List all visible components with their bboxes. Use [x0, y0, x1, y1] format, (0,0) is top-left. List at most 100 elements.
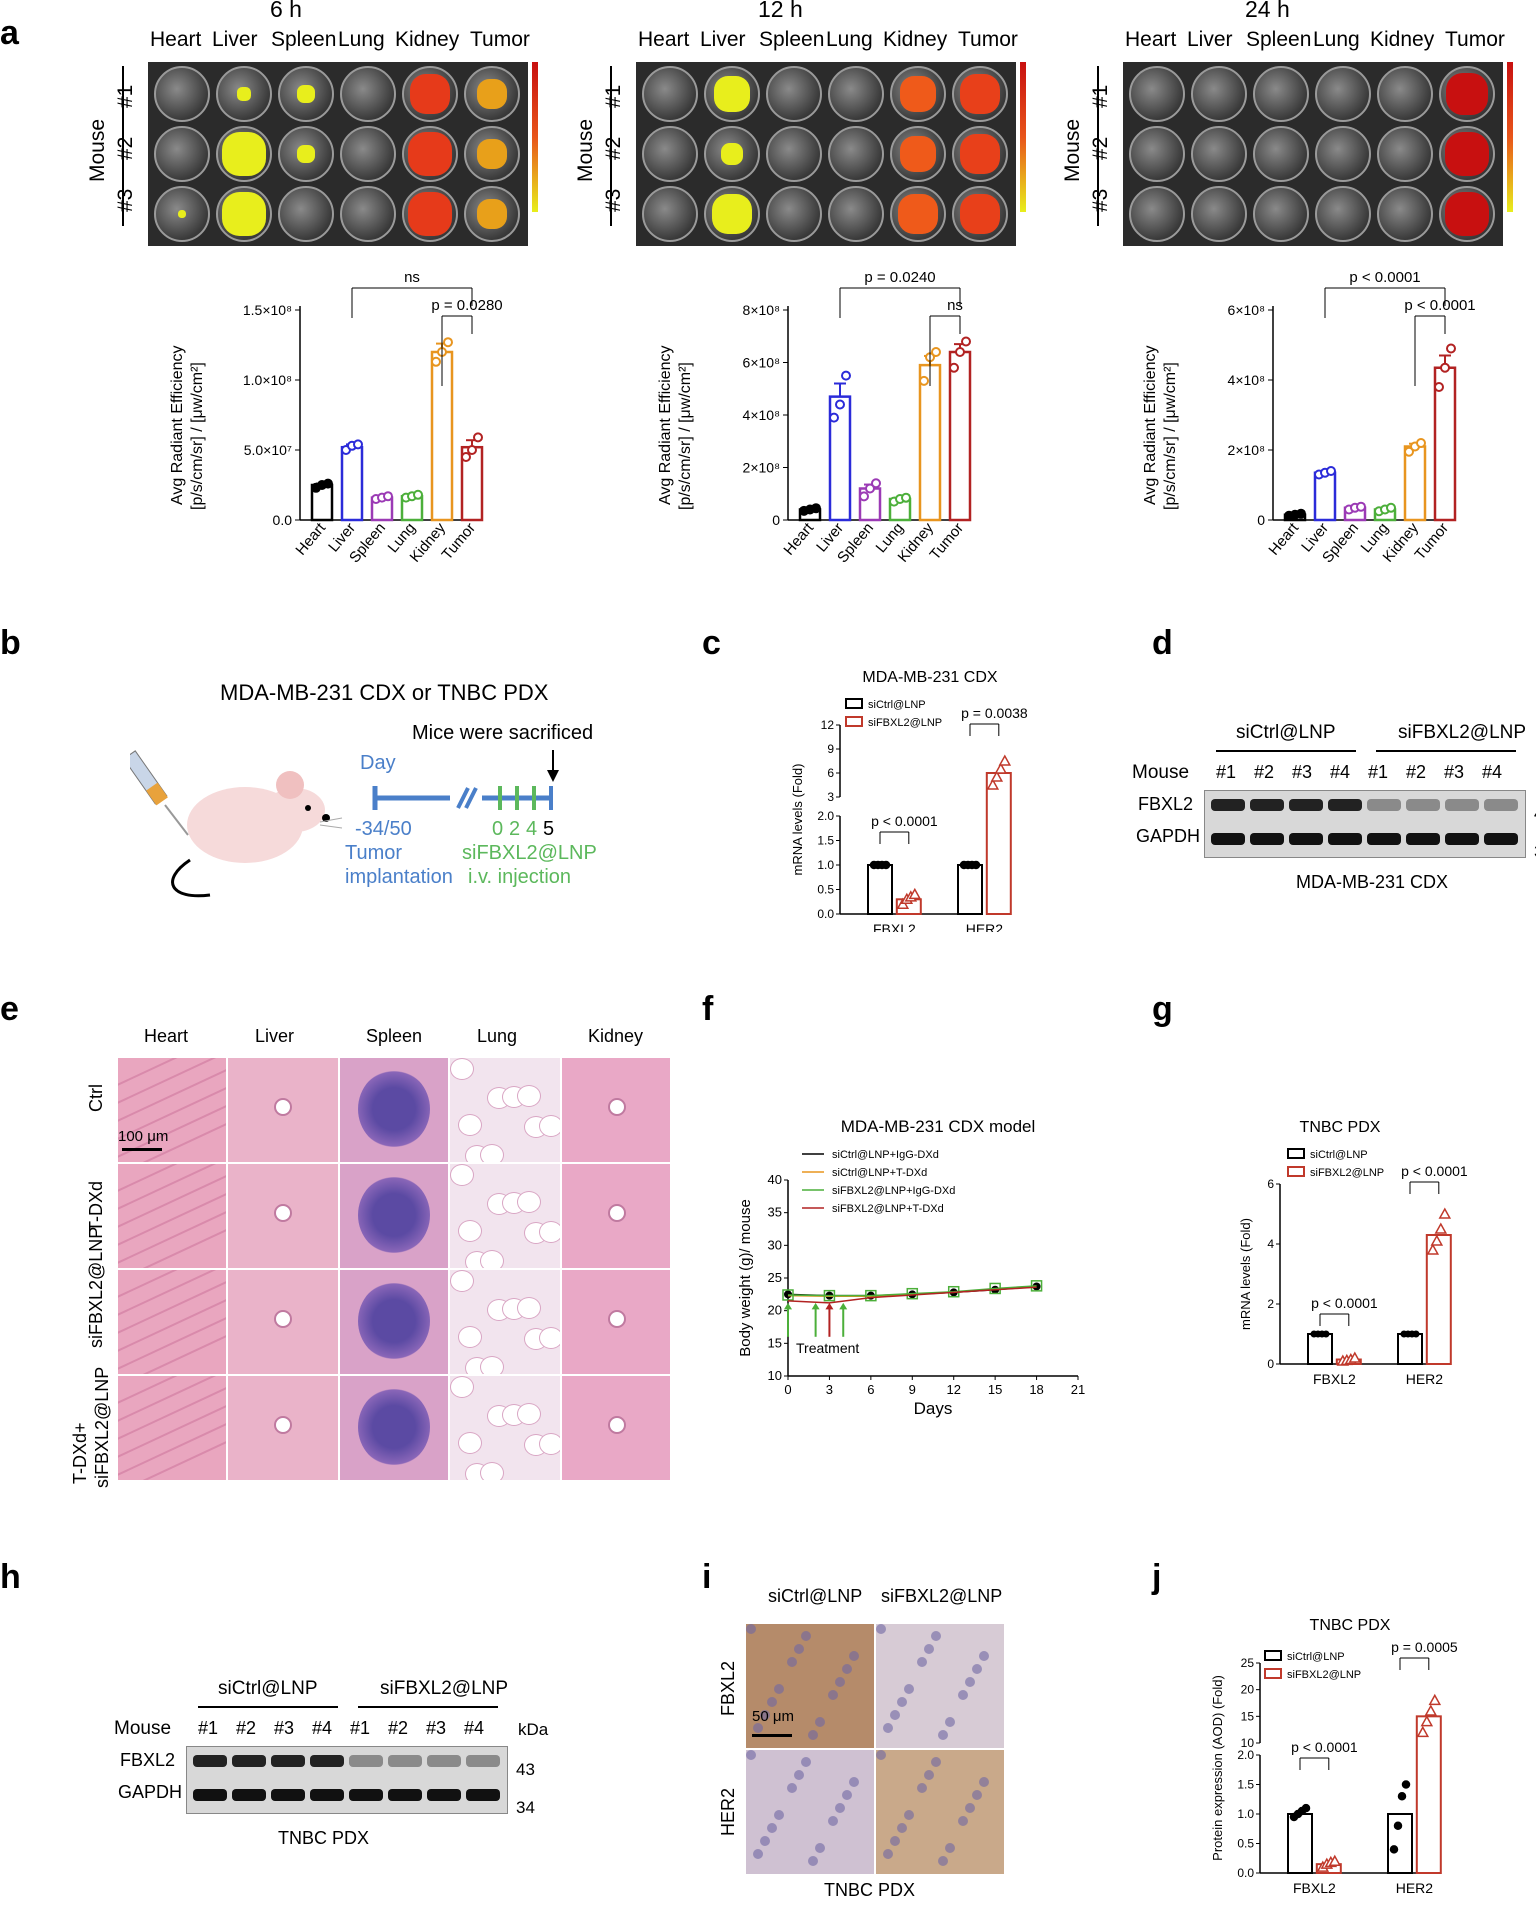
signal-spot — [900, 76, 936, 112]
muscle-fiber — [118, 1438, 226, 1480]
bar — [1313, 471, 1337, 522]
panel-letter-f: f — [702, 990, 714, 1028]
alveolus — [539, 1327, 560, 1349]
organ-label: Kidney — [395, 28, 460, 51]
signal-spot — [476, 198, 508, 230]
y-tick-label: 0 — [772, 512, 780, 528]
data-point — [865, 483, 875, 494]
histology-column-label: Lung — [477, 1026, 518, 1046]
data-point — [835, 399, 845, 410]
group-label: siCtrl@LNP — [218, 1678, 318, 1699]
organ-label: Lung — [1313, 28, 1360, 51]
nucleus — [801, 1757, 811, 1767]
alveolus — [450, 1270, 474, 1292]
histology-tile — [228, 1058, 338, 1162]
nucleus — [808, 1730, 818, 1740]
data-point — [908, 887, 922, 900]
well — [1253, 66, 1309, 122]
y-tick-label: 2.0 — [817, 809, 834, 823]
y-tick-label: 2 — [1267, 1297, 1274, 1311]
ihc-caption: TNBC PDX — [824, 1880, 916, 1900]
gapdh-band — [1289, 833, 1323, 845]
legend-label: siCtrl@LNP+IgG-DXd — [832, 1149, 939, 1161]
signal-spot — [721, 143, 743, 165]
bar — [1307, 1333, 1333, 1365]
gapdh-band — [427, 1789, 461, 1801]
y-tick-label: 0.0 — [817, 907, 834, 921]
mouse-tail — [171, 858, 211, 898]
x-tick-label: FBXL2 — [873, 921, 916, 932]
mouse-id-label: #1 — [1089, 84, 1112, 108]
data-point — [1030, 1280, 1043, 1292]
mouse-axis-label: Mouse — [574, 118, 597, 182]
legend-swatch — [845, 716, 863, 727]
histology-tile — [118, 1164, 226, 1268]
nucleus — [801, 1631, 811, 1641]
organ-label: Liver — [212, 28, 258, 51]
alveolus — [517, 1403, 541, 1425]
organ-label: Heart — [638, 28, 690, 51]
fbxl2-band — [1328, 799, 1362, 811]
data-point — [1416, 438, 1426, 448]
nucleus — [842, 1790, 852, 1800]
bar — [1397, 1333, 1423, 1365]
histology-tile — [450, 1058, 560, 1162]
muscle-fiber — [118, 1164, 226, 1212]
blot-caption: MDA-MB-231 CDX — [1296, 872, 1449, 892]
nucleus — [890, 1836, 900, 1846]
mouse-id: #3 — [1444, 762, 1465, 782]
x-tick-label: FBXL2 — [1293, 1880, 1336, 1896]
y-tick-label: 25 — [768, 1270, 782, 1285]
bar — [1425, 1234, 1452, 1365]
bar — [340, 445, 364, 522]
nucleus — [753, 1849, 763, 1859]
vessel — [274, 1310, 292, 1328]
y-tick-label: 6 — [827, 766, 834, 780]
mouse-illustration — [130, 750, 343, 898]
legend-swatch — [1287, 1148, 1305, 1159]
vessel — [608, 1204, 626, 1222]
mouse-label: Mouse — [1132, 762, 1190, 783]
well — [1191, 126, 1247, 182]
y-tick-label: 3 — [827, 790, 834, 804]
x-tick-label: 12 — [946, 1382, 960, 1397]
alveolus — [450, 1164, 474, 1186]
nucleus — [746, 1624, 756, 1634]
gapdh-band — [349, 1789, 383, 1801]
mouse-id: #4 — [1482, 762, 1503, 782]
well — [1377, 66, 1433, 122]
data-point — [467, 445, 477, 455]
y-axis-label: mRNA levels (Fold) — [790, 764, 805, 876]
signal-spot — [408, 192, 452, 236]
day-2: 2 — [509, 818, 521, 840]
panel-letter-a: a — [0, 14, 19, 52]
histology-tile — [228, 1270, 338, 1374]
well — [642, 186, 698, 242]
data-point — [413, 489, 423, 500]
alveolus — [480, 1250, 504, 1268]
chart-a-6h: 0.0 5.0×10⁷ 1.0×10⁸ 1.5×10⁸ Avg Radiant Effi… — [169, 269, 503, 566]
data-point — [841, 370, 851, 381]
ivis-image — [148, 62, 528, 246]
data-point — [1404, 446, 1414, 457]
schematic-title: MDA-MB-231 CDX or TNBC PDX — [220, 680, 549, 705]
histology-column-label: Spleen — [366, 1026, 423, 1046]
data-point — [994, 762, 1008, 774]
fbxl2-band — [1211, 799, 1245, 811]
signal-spot — [960, 194, 1000, 234]
group-label: siCtrl@LNP — [1236, 722, 1336, 743]
alveolus — [450, 1376, 474, 1398]
day-5: 5 — [543, 818, 555, 840]
y-tick-label: 10 — [1241, 1736, 1255, 1750]
ihc-tile — [746, 1624, 874, 1748]
signal-spot — [177, 209, 187, 219]
data-point — [1326, 466, 1336, 476]
well — [1253, 126, 1309, 182]
bar — [1387, 1813, 1413, 1874]
bar — [867, 864, 893, 915]
marker-34: 34 — [516, 1798, 535, 1817]
organ-label: Liver — [1187, 28, 1233, 51]
y-axis-label-1: Avg Radiant Efficiency — [657, 346, 674, 506]
ivis-image — [1123, 62, 1503, 246]
alveolus — [450, 1058, 474, 1080]
